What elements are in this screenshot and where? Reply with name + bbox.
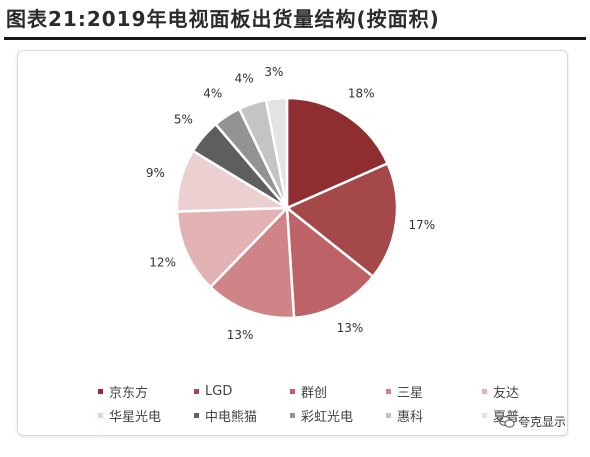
legend-item-csot: 华星光电	[98, 406, 194, 425]
legend-swatch	[386, 388, 391, 394]
legend-item-samsung: 三星	[386, 382, 482, 401]
legend-item-innolux: 群创	[290, 382, 386, 401]
wechat-icon	[499, 415, 515, 428]
pie-slice-10	[264, 96, 289, 209]
pie-data-label: 4%	[235, 71, 254, 85]
legend-swatch	[482, 412, 487, 418]
legend-label: 华星光电	[109, 409, 162, 425]
legend-label: 群创	[301, 385, 328, 401]
legend-swatch	[290, 412, 295, 418]
pie-data-label: 17%	[409, 218, 436, 232]
chart-legend: 京东方 LGD 群创 三星 友达 华星光电 中电熊猫 彩虹光电 惠科 夏普	[98, 382, 578, 425]
pie-data-label: 5%	[174, 112, 193, 126]
pie-data-label: 12%	[149, 256, 176, 270]
legend-swatch	[194, 388, 199, 394]
pie-slice-3	[285, 205, 375, 320]
legend-item-irico: 彩虹光电	[290, 406, 386, 425]
legend-item-lgd: LGD	[194, 382, 290, 400]
pie-data-label: 18%	[348, 87, 375, 101]
legend-label: 友达	[493, 385, 520, 401]
legend-item-cec-panda: 中电熊猫	[194, 406, 290, 425]
title-divider	[4, 37, 586, 40]
legend-item-jdf: 京东方	[98, 382, 194, 401]
page-title: 图表21:2019年电视面板出货量结构(按面积)	[6, 7, 440, 31]
pie-slice-5	[175, 206, 291, 289]
legend-label: 惠科	[397, 409, 424, 425]
pie-slice-2	[284, 161, 399, 279]
legend-label: 彩虹光电	[301, 409, 354, 425]
legend-swatch	[482, 388, 487, 394]
legend-label: 中电熊猫	[205, 409, 258, 425]
watermark: 夸克显示	[499, 413, 566, 430]
pie-data-label: 4%	[203, 87, 222, 101]
legend-swatch	[194, 412, 199, 418]
pie-data-label: 13%	[227, 328, 254, 342]
watermark-text: 夸克显示	[518, 415, 567, 429]
legend-label: 京东方	[109, 385, 149, 401]
legend-item-auo: 友达	[482, 382, 578, 401]
pie-slice-1	[285, 96, 390, 210]
legend-swatch	[98, 388, 103, 394]
legend-swatch	[98, 412, 103, 418]
pie-slice-4	[208, 205, 296, 320]
pie-data-label: 13%	[337, 321, 364, 335]
legend-swatch	[386, 412, 391, 418]
legend-swatch	[290, 388, 295, 394]
pie-data-label: 9%	[146, 166, 165, 180]
legend-label: LGD	[205, 383, 233, 399]
legend-item-hkc: 惠科	[386, 406, 482, 425]
legend-label: 三星	[397, 385, 424, 401]
pie-data-label: 3%	[264, 65, 283, 79]
